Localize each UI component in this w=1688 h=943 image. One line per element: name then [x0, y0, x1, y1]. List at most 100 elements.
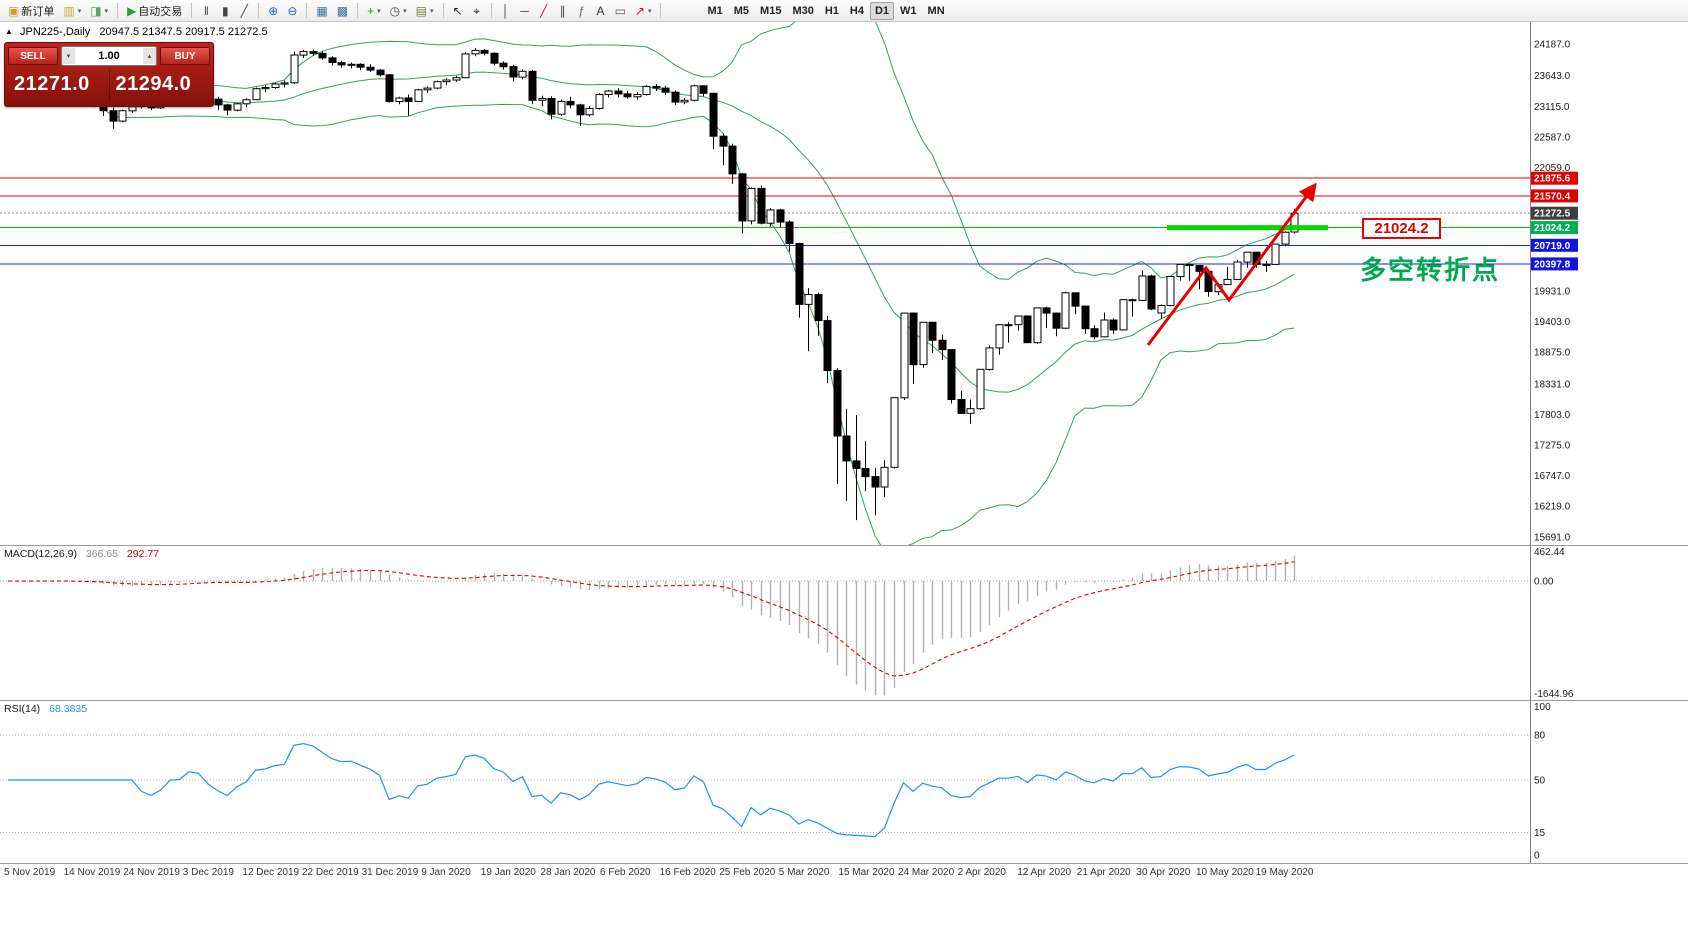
- timeframe-mn-button[interactable]: MN: [923, 2, 950, 20]
- fibonacci-button[interactable]: ƒ: [573, 2, 591, 20]
- profiles-button[interactable]: ◨ ▾: [86, 2, 112, 20]
- timeframe-h4-button[interactable]: H4: [845, 2, 869, 20]
- periods-icon: ◷: [389, 3, 401, 18]
- rsi-axis-label: 50: [1534, 776, 1546, 787]
- sell-price[interactable]: 21271.0: [14, 73, 90, 95]
- arrows-icon: ↗: [634, 3, 645, 18]
- text-button[interactable]: A: [592, 2, 610, 20]
- toolbar-separator: [660, 3, 662, 18]
- arrows-button[interactable]: ↗ ▾: [631, 2, 656, 20]
- timeframe-d1-button-label: D1: [874, 4, 890, 17]
- timeframe-h1-button[interactable]: H1: [820, 2, 844, 20]
- time-axis-label: 25 Feb 2020: [719, 867, 776, 878]
- volume-up-button[interactable]: ▴: [143, 48, 156, 64]
- candles-mode-button[interactable]: ▮: [216, 2, 234, 20]
- cascade-windows-button[interactable]: ▩: [333, 2, 352, 20]
- new-chart-button[interactable]: ▥ ▾: [59, 2, 85, 20]
- sell-button[interactable]: SELL: [8, 47, 58, 65]
- price-annotation-box[interactable]: 21024.2: [1362, 218, 1441, 239]
- text-label-icon: ▭: [614, 3, 626, 18]
- timeframe-w1-button-label: W1: [900, 4, 917, 17]
- periods-button[interactable]: ◷ ▾: [386, 2, 411, 20]
- tile-windows-button[interactable]: ▦: [312, 2, 331, 20]
- macd-panel[interactable]: 462.44 0.00 -1644.96 MACD(12,26,9) 366.65 …: [0, 545, 1688, 700]
- time-axis-label: 14 Nov 2019: [63, 867, 121, 878]
- timeframe-m30-button[interactable]: M30: [787, 2, 818, 20]
- cursor-icon: ↖: [452, 3, 463, 18]
- indicators-button[interactable]: + ▾: [363, 2, 385, 20]
- price-axis-label: 17275.0: [1534, 441, 1571, 452]
- buy-button[interactable]: BUY: [160, 47, 210, 65]
- cursor-button[interactable]: ↖: [449, 2, 467, 20]
- toolbar-separator: [490, 3, 492, 18]
- one-click-toggle-icon[interactable]: ▲: [5, 27, 13, 36]
- toolbar-group: M1 M5 M15 M30 H1 H4 D1 W1 MN: [702, 1, 950, 20]
- rsi-value: 68.3835: [49, 703, 88, 715]
- bars-mode-icon: ǁ: [203, 3, 209, 18]
- time-axis[interactable]: 5 Nov 2019 14 Nov 2019 24 Nov 2019 3 Dec 20…: [0, 863, 1688, 884]
- templates-button[interactable]: ▤ ▾: [412, 2, 438, 20]
- toolbar: ▣ 新订单 ▥ ▾ ◨ ▾ ▶ 自动交易 ǁ ▮ ╱ ⊕ ⊖ ▦ ▩ + ▾ ◷ ▾ ▤ ▾ ↖ ⌖ │ ─ ╱ ∥ ƒ A ▭ ↗ ▾ M1 M…: [0, 0, 1688, 22]
- price-axis-label: 17803.0: [1534, 410, 1571, 421]
- timeframe-m1-button[interactable]: M1: [702, 2, 727, 20]
- line-mode-button[interactable]: ╱: [235, 2, 253, 20]
- toolbar-group: │ ─ ╱ ∥ ƒ A ▭ ↗ ▾: [497, 2, 656, 20]
- candles-mode-icon: ▮: [221, 3, 229, 18]
- time-axis-label: 5 Nov 2019: [4, 867, 56, 878]
- trendline-button[interactable]: ╱: [535, 2, 553, 20]
- vertical-line-button[interactable]: │: [497, 2, 515, 20]
- rsi-axis-label: 0: [1534, 851, 1540, 862]
- zoom-out-button[interactable]: ⊖: [283, 2, 301, 20]
- rsi-axis-label: 15: [1534, 828, 1546, 839]
- auto-trading-button[interactable]: ▶ 自动交易: [123, 2, 186, 20]
- price-panel[interactable]: 24187.0 23643.0 23115.0 22587.0 22059.0 19931…: [0, 22, 1688, 545]
- bottom-filler: [0, 884, 1688, 943]
- macd-value-main: 366.65: [85, 548, 118, 560]
- price-tag-label: 21024.2: [1534, 223, 1571, 234]
- trendline-icon: ╱: [539, 3, 548, 18]
- price-tag-label: 21570.4: [1534, 191, 1571, 202]
- horizontal-line-button[interactable]: ─: [516, 2, 534, 20]
- price-axis-label: 22059.0: [1534, 163, 1571, 174]
- turning-point-label[interactable]: 多空转折点: [1360, 255, 1501, 285]
- fibonacci-icon: ƒ: [578, 3, 585, 18]
- new-order-button[interactable]: ▣ 新订单: [4, 2, 58, 20]
- rsi-axis-label: 80: [1534, 731, 1546, 742]
- timeframe-m5-button[interactable]: M5: [729, 2, 754, 20]
- rsi-panel[interactable]: 100 80 50 15 0 RSI(14) 68.3835: [0, 700, 1688, 863]
- price-axis-label: 19403.0: [1534, 317, 1571, 328]
- macd-axis-label: -1644.96: [1534, 689, 1574, 700]
- rsi-header: RSI(14) 68.3835: [4, 703, 93, 715]
- bars-mode-button[interactable]: ǁ: [197, 2, 215, 20]
- text-label-button[interactable]: ▭: [611, 2, 630, 20]
- zoom-in-icon: ⊕: [268, 3, 279, 18]
- channel-icon: ∥: [559, 3, 566, 18]
- volume-stepper: ▾ ▴: [61, 46, 157, 66]
- time-axis-label: 15 Mar 2020: [838, 867, 895, 878]
- timeframe-w1-button[interactable]: W1: [895, 2, 922, 20]
- macd-axis-label: 462.44: [1534, 547, 1565, 558]
- chart-symbol-period: JPN225-,Daily: [19, 26, 91, 38]
- macd-name: MACD(12,26,9): [4, 548, 77, 560]
- volume-input[interactable]: [75, 49, 143, 63]
- chart-ohlc: 20947.5 21347.5 20917.5 21272.5: [99, 26, 268, 38]
- time-axis-label: 2 Apr 2020: [957, 867, 1006, 878]
- price-tag: [1531, 206, 1578, 220]
- toolbar-group: ▶ 自动交易: [123, 2, 186, 20]
- buy-price[interactable]: 21294.0: [115, 73, 192, 95]
- channel-button[interactable]: ∥: [554, 2, 572, 20]
- price-axis-label: 18331.0: [1534, 379, 1571, 390]
- price-tag: [1531, 257, 1578, 271]
- time-axis-label: 3 Dec 2019: [182, 867, 234, 878]
- timeframe-m15-button[interactable]: M15: [755, 2, 786, 20]
- timeframe-d1-button[interactable]: D1: [869, 1, 895, 20]
- crosshair-button[interactable]: ⌖: [468, 2, 486, 20]
- price-axis[interactable]: 24187.0 23643.0 23115.0 22587.0 22059.0 19931…: [1530, 22, 1579, 545]
- text-icon: A: [596, 3, 605, 18]
- trend-zigzag-arrow[interactable]: [1146, 182, 1317, 346]
- zoom-in-button[interactable]: ⊕: [264, 2, 282, 20]
- volume-down-button[interactable]: ▾: [62, 48, 75, 64]
- chart-window: 24187.0 23643.0 23115.0 22587.0 22059.0 19931…: [0, 22, 1688, 943]
- price-axis-label: 18875.0: [1534, 348, 1571, 359]
